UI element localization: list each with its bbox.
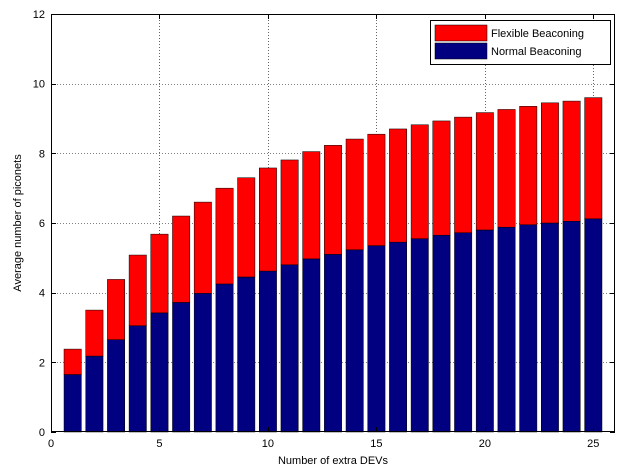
bar-flexible-beaconing-11 — [280, 159, 299, 266]
x-tick-label-20: 20 — [479, 438, 491, 450]
x-axis-title: Number of extra DEVs — [278, 455, 389, 467]
bar-flexible-beaconing-15 — [367, 133, 386, 246]
x-tick-label-5: 5 — [156, 438, 162, 450]
x-tick-label-0: 0 — [48, 438, 54, 450]
bar-flexible-beaconing-2 — [85, 309, 104, 357]
tick-marks — [51, 14, 615, 433]
bar-normal-beaconing-1 — [63, 374, 82, 433]
bar-flexible-beaconing-22 — [519, 106, 538, 225]
bar-flexible-beaconing-12 — [302, 151, 321, 260]
bar-flexible-beaconing-19 — [454, 116, 473, 234]
bar-flexible-beaconing-10 — [258, 167, 277, 272]
y-tick-label-12: 12 — [33, 9, 45, 21]
bar-normal-beaconing-24 — [562, 221, 581, 433]
y-tick-label-0: 0 — [39, 427, 45, 439]
legend: Flexible Beaconing Normal Beaconing — [430, 20, 611, 65]
bar-normal-beaconing-6 — [172, 302, 191, 433]
bar-normal-beaconing-22 — [519, 224, 538, 433]
bar-flexible-beaconing-1 — [63, 348, 82, 375]
bar-normal-beaconing-4 — [128, 325, 147, 433]
bar-normal-beaconing-21 — [497, 226, 516, 433]
bar-normal-beaconing-15 — [367, 245, 386, 433]
bar-flexible-beaconing-18 — [432, 120, 451, 236]
bar-flexible-beaconing-4 — [128, 254, 147, 327]
bar-normal-beaconing-20 — [475, 229, 494, 433]
bar-flexible-beaconing-16 — [389, 128, 408, 243]
bar-flexible-beaconing-3 — [107, 279, 126, 340]
x-tick-label-25: 25 — [587, 438, 599, 450]
bar-normal-beaconing-12 — [302, 258, 321, 433]
bar-flexible-beaconing-21 — [497, 109, 516, 228]
bar-normal-beaconing-10 — [258, 270, 277, 433]
x-tick-label-10: 10 — [262, 438, 274, 450]
y-tick-label-10: 10 — [33, 79, 45, 91]
bar-normal-beaconing-13 — [324, 254, 342, 433]
bar-normal-beaconing-8 — [215, 283, 234, 433]
bar-normal-beaconing-9 — [237, 276, 256, 433]
bar-normal-beaconing-23 — [540, 222, 559, 433]
y-tick-label-4: 4 — [39, 288, 45, 300]
bar-normal-beaconing-16 — [389, 241, 408, 433]
bar-flexible-beaconing-23 — [540, 102, 559, 224]
bar-normal-beaconing-11 — [280, 264, 299, 433]
legend-swatch-flexible-beaconing — [434, 24, 488, 42]
bar-normal-beaconing-5 — [150, 312, 169, 433]
bar-normal-beaconing-18 — [432, 234, 451, 433]
bar-flexible-beaconing-25 — [584, 97, 603, 220]
bar-flexible-beaconing-9 — [237, 177, 256, 278]
legend-label-normal-beaconing: Normal Beaconing — [491, 46, 582, 58]
y-tick-label-6: 6 — [39, 218, 45, 230]
bars — [63, 97, 603, 433]
bar-normal-beaconing-3 — [107, 339, 126, 433]
x-tick-label-15: 15 — [370, 438, 382, 450]
bar-normal-beaconing-7 — [193, 293, 212, 433]
bar-flexible-beaconing-17 — [410, 124, 429, 239]
bar-flexible-beaconing-8 — [215, 187, 234, 285]
bar-normal-beaconing-14 — [345, 249, 364, 433]
y-tick-label-8: 8 — [39, 148, 45, 160]
bar-flexible-beaconing-5 — [150, 233, 169, 314]
bar-flexible-beaconing-14 — [345, 138, 364, 251]
bar-normal-beaconing-25 — [584, 218, 603, 433]
y-tick-label-2: 2 — [39, 357, 45, 369]
x-tick-labels: 0 5 10 15 20 25 — [48, 438, 599, 450]
legend-swatch-normal-beaconing — [434, 42, 488, 60]
bar-normal-beaconing-2 — [85, 355, 104, 433]
bar-normal-beaconing-19 — [454, 232, 473, 433]
bar-flexible-beaconing-20 — [475, 112, 494, 231]
bar-flexible-beaconing-13 — [324, 145, 342, 255]
bar-normal-beaconing-17 — [410, 238, 429, 433]
legend-label-flexible-beaconing: Flexible Beaconing — [491, 28, 584, 40]
bar-flexible-beaconing-7 — [193, 201, 212, 294]
bar-flexible-beaconing-6 — [172, 215, 191, 303]
bar-flexible-beaconing-24 — [562, 100, 581, 222]
y-tick-labels: 0 2 4 6 8 10 12 — [33, 9, 45, 439]
y-axis-title: Average number of piconets — [12, 154, 24, 292]
